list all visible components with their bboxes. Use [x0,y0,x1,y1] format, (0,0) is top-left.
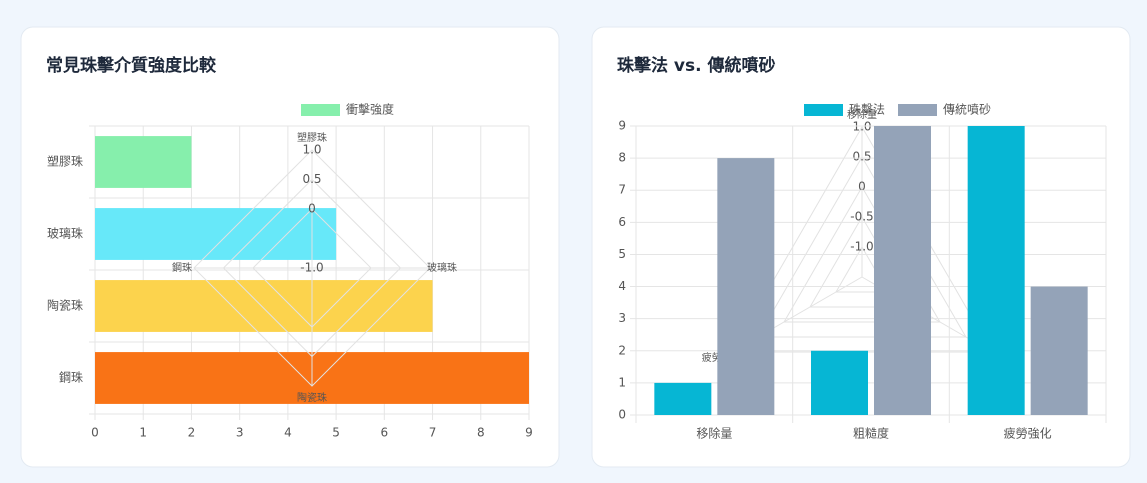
bar [717,158,775,415]
legend-swatch [898,104,937,116]
bar [654,382,712,415]
radar-tick-label: 0.5 [302,172,321,186]
x-tick-label: 5 [332,426,340,440]
radar-tick-label: 1.0 [302,143,321,157]
x-tick-label: 6 [381,426,389,440]
legend-label: 衝擊強度 [346,102,394,117]
x-tick-label: 3 [236,426,244,440]
y-tick-label: 陶瓷珠 [47,298,83,313]
y-tick-label: 3 [618,311,626,325]
legend-label: 珠擊法 [849,102,885,117]
bar [874,126,931,415]
legend-swatch [804,104,843,116]
y-tick-label: 鋼珠 [59,371,83,385]
y-tick-label: 2 [618,343,626,357]
bar [95,208,337,260]
x-tick-label: 9 [525,426,533,440]
x-tick-label: 8 [477,426,485,440]
bar [95,280,433,332]
radar-label: 塑膠珠 [297,131,327,144]
card-title: 珠擊法 vs. 傳統噴砂 [617,55,776,76]
x-tick-label: 2 [188,426,196,440]
y-tick-label: 9 [618,119,626,133]
bar [811,350,868,415]
x-tick-label: 0 [91,426,99,440]
bar [967,126,1025,415]
y-tick-label: 7 [618,183,626,197]
radar-label: 陶瓷珠 [297,391,327,404]
radar-label: 鋼珠 [172,261,192,274]
y-tick-label: 玻璃珠 [47,227,83,241]
y-tick-label: 塑膠珠 [47,154,83,169]
radar-label: 玻璃珠 [427,261,457,274]
radar-tick-label: 0 [858,180,866,194]
legend-swatch [301,104,340,116]
x-tick-label: 4 [284,426,292,440]
y-tick-label: 4 [618,279,626,293]
card-title: 常見珠擊介質強度比較 [46,55,217,76]
radar-tick-label: -1.0 [850,240,873,254]
x-tick-label: 疲勞強化 [1004,426,1052,441]
x-tick-label: 1 [139,426,147,440]
x-tick-label: 移除量 [696,426,732,441]
y-tick-label: 5 [618,247,626,261]
x-tick-label: 7 [429,426,437,440]
radar-tick-label: -0.5 [850,210,873,224]
radar-tick-label: 0 [308,202,316,216]
x-tick-label: 粗糙度 [853,426,889,441]
y-tick-label: 6 [618,215,626,229]
bar [1030,286,1088,415]
y-tick-label: 1 [618,375,626,389]
y-tick-label: 0 [618,408,626,422]
radar-tick-label: 0.5 [852,150,871,164]
y-tick-label: 8 [618,151,626,165]
radar-tick-label: -1.0 [300,261,323,275]
bar [95,136,192,188]
radar-label: 移除量 [847,108,877,121]
legend-label: 傳統噴砂 [943,103,991,117]
